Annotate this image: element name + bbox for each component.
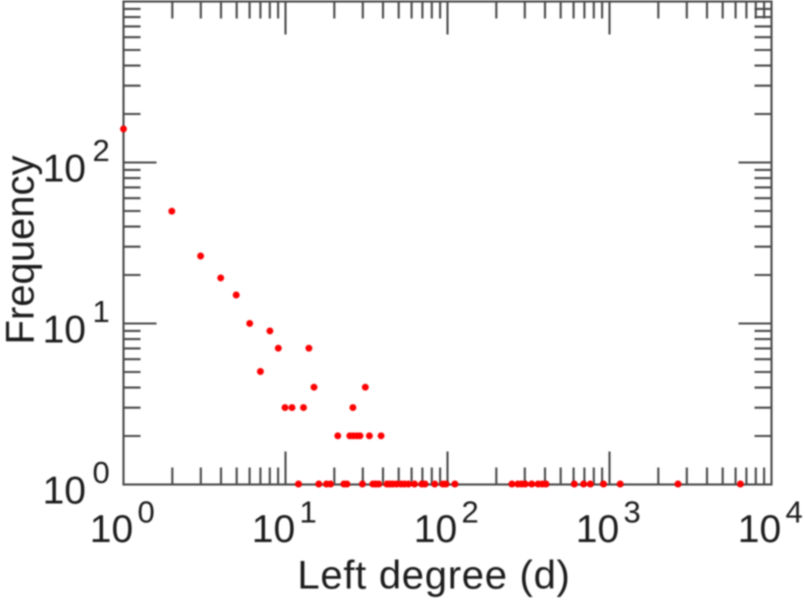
svg-text:0: 0 [93, 455, 110, 490]
svg-text:1: 1 [300, 495, 317, 530]
svg-text:2: 2 [93, 133, 110, 168]
svg-text:3: 3 [624, 495, 641, 530]
svg-text:4: 4 [786, 495, 803, 530]
svg-text:Left degree (d): Left degree (d) [297, 554, 570, 598]
svg-text:10: 10 [43, 470, 86, 513]
svg-text:10: 10 [43, 309, 86, 352]
svg-text:10: 10 [414, 508, 457, 551]
svg-text:10: 10 [90, 508, 133, 551]
svg-text:10: 10 [738, 508, 781, 551]
svg-text:10: 10 [252, 508, 295, 551]
svg-text:0: 0 [138, 495, 155, 530]
svg-text:2: 2 [462, 495, 479, 530]
svg-text:Frequency: Frequency [0, 156, 43, 345]
svg-text:10: 10 [576, 508, 619, 551]
svg-text:10: 10 [43, 148, 86, 191]
svg-text:1: 1 [93, 294, 110, 329]
